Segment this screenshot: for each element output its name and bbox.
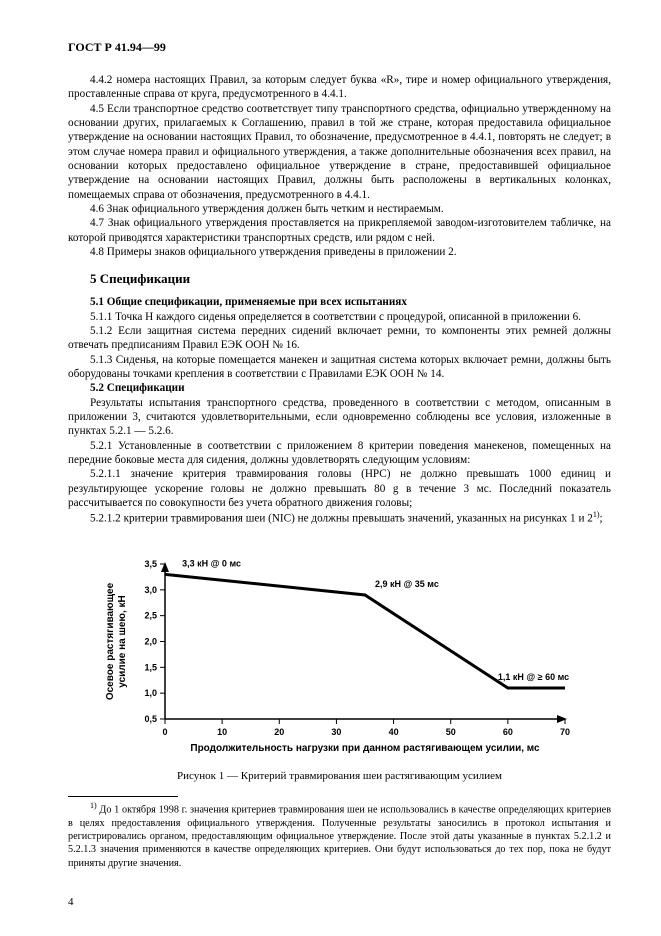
- para-4-7: 4.7 Знак официального утверждения проста…: [68, 216, 611, 245]
- svg-text:3,5: 3,5: [144, 559, 157, 569]
- svg-text:Продолжительность нагрузки при: Продолжительность нагрузки при данном ра…: [190, 743, 540, 754]
- footnote-body: До 1 октября 1998 г. значения критериев …: [68, 805, 611, 869]
- svg-text:1,1 кН @ ≥ 60 мс: 1,1 кН @ ≥ 60 мс: [497, 672, 568, 682]
- svg-text:0: 0: [162, 727, 167, 737]
- svg-text:Осевое растягивающееусилие на: Осевое растягивающееусилие на шею, кН: [105, 583, 128, 701]
- svg-text:2,5: 2,5: [144, 611, 157, 621]
- para-5-2-1-1: 5.2.1.1 значение критерия травмирования …: [68, 467, 611, 510]
- para-5-2-1: 5.2.1 Установленные в соответствии с при…: [68, 439, 611, 468]
- document-code: ГОСТ Р 41.94—99: [68, 40, 611, 55]
- subhead-5-2: 5.2 Спецификации: [90, 382, 185, 394]
- figure-1-chart: 0 10 20 30 40 50 60 70 0,5 1,0 1,5 2,0 2,5 3,0 3,5 3,3 …: [95, 544, 585, 764]
- footnote-text: 1) До 1 октября 1998 г. значения критери…: [68, 801, 611, 870]
- para-5-2: Результаты испытания транспортного средс…: [68, 396, 611, 439]
- svg-text:50: 50: [445, 727, 455, 737]
- subhead-5-1: 5.1 Общие спецификации, применяемые при …: [90, 296, 407, 308]
- para-5-1-2: 5.1.2 Если защитная система передних сид…: [68, 324, 611, 353]
- para-4-6: 4.6 Знак официального утверждения должен…: [68, 202, 611, 216]
- svg-text:60: 60: [502, 727, 512, 737]
- svg-text:10: 10: [217, 727, 227, 737]
- svg-text:2,0: 2,0: [144, 637, 157, 647]
- svg-text:20: 20: [274, 727, 284, 737]
- footnote-marker: 1): [90, 801, 97, 810]
- svg-text:1,5: 1,5: [144, 663, 157, 673]
- svg-text:1,0: 1,0: [144, 688, 157, 698]
- chart-svg: 0 10 20 30 40 50 60 70 0,5 1,0 1,5 2,0 2,5 3,0 3,5 3,3 …: [95, 544, 585, 764]
- svg-text:30: 30: [331, 727, 341, 737]
- para-5-2-1-2: 5.2.1.2 критерии травмирования шеи (NIC)…: [68, 510, 611, 526]
- footnote-ref: 1): [593, 510, 600, 519]
- para-5-1-3: 5.1.3 Сиденья, на которые помещается ман…: [68, 353, 611, 382]
- svg-text:3,0: 3,0: [144, 585, 157, 595]
- para-4-4-2: 4.4.2 номера настоящих Правил, за которы…: [68, 73, 611, 102]
- svg-text:3,3 кН @ 0 мс: 3,3 кН @ 0 мс: [182, 559, 241, 569]
- body-text-block: 4.4.2 номера настоящих Правил, за которы…: [68, 73, 611, 259]
- svg-text:40: 40: [388, 727, 398, 737]
- svg-text:70: 70: [559, 727, 569, 737]
- section-5-body: 5.1 Общие спецификации, применяемые при …: [68, 295, 611, 526]
- page: ГОСТ Р 41.94—99 4.4.2 номера настоящих П…: [0, 0, 661, 936]
- section-5-heading: 5 Спецификации: [90, 271, 611, 287]
- svg-text:2,9 кН @ 35 мс: 2,9 кН @ 35 мс: [375, 579, 439, 589]
- footnote-rule: [68, 796, 178, 797]
- page-number: 4: [68, 896, 74, 908]
- para-4-8: 4.8 Примеры знаков официального утвержде…: [68, 245, 611, 259]
- svg-text:0,5: 0,5: [144, 714, 157, 724]
- para-5-1-1: 5.1.1 Точка H каждого сиденья определяет…: [68, 310, 611, 324]
- para-4-5: 4.5 Если транспортное средство соответст…: [68, 102, 611, 202]
- figure-1-caption: Рисунок 1 — Критерий травмирования шеи р…: [68, 770, 611, 782]
